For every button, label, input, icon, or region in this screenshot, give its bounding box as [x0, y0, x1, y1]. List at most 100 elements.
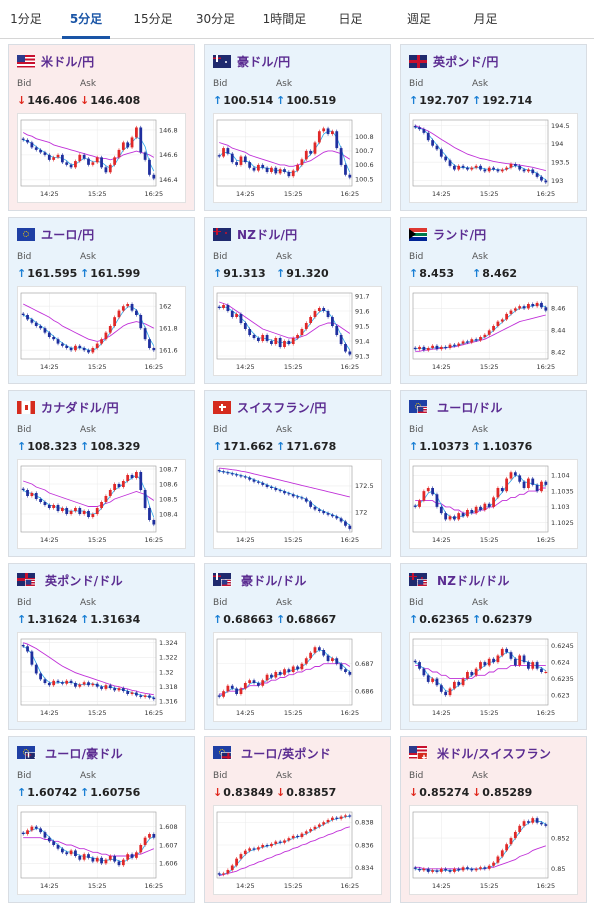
candle-body [52, 505, 56, 508]
pair-name[interactable]: ユーロ/ドル [437, 400, 503, 415]
candle-body [278, 672, 282, 675]
candle-body [274, 488, 278, 491]
pair-name[interactable]: 米ドル/円 [41, 54, 95, 69]
candle-body [439, 868, 443, 872]
tab-2[interactable]: 15分足 [133, 12, 173, 26]
nz-flag-icon [213, 227, 231, 241]
tab-6[interactable]: 週足 [406, 12, 431, 26]
candle-body [544, 672, 548, 673]
pair-name[interactable]: 米ドル/スイスフラン [437, 746, 552, 761]
pair-name[interactable]: NZドル/円 [237, 227, 298, 242]
candlestick-chart[interactable]: 100.8 100.7 100.6 100.5 14:25 15:25 16:25 [213, 113, 382, 203]
candle-body [265, 484, 269, 487]
au-us-flag-icon [213, 572, 235, 588]
candlestick-chart[interactable]: 91.7 91.6 91.5 91.4 91.3 14:25 15:25 16:25 [213, 286, 382, 376]
bid-price: ↑1.31624 [17, 613, 77, 626]
tab-0[interactable]: 1分足 [10, 12, 42, 26]
ask-label: Ask [472, 252, 489, 262]
pair-name[interactable]: ユーロ/英ポンド [241, 746, 331, 761]
candle-body [43, 832, 47, 838]
rate-card[interactable]: 豪ドル/円 Bid Ask ↑100.514 ↑100.519 100.8 100.7 100… [204, 44, 391, 211]
pair-name[interactable]: スイスフラン/円 [237, 400, 327, 415]
candle-body [431, 488, 434, 495]
candlestick-chart[interactable]: 0.838 0.836 0.834 14:25 15:25 16:25 [213, 805, 382, 895]
rate-card[interactable]: 豪ドル/ドル Bid Ask ↑0.68663 ↑0.68667 0.687 0.686 14… [204, 563, 391, 730]
rate-card[interactable]: ユーロ/ドル Bid Ask ↑1.10373 ↑1.10376 1.104 1.1035 1… [400, 390, 587, 557]
tab-1[interactable]: 5分足 [52, 0, 120, 39]
candlestick-chart[interactable]: 0.6245 0.624 0.6235 0.623 14:25 15:25 16:25 [409, 632, 578, 722]
pair-name[interactable]: 英ポンド/ドル [45, 573, 123, 588]
candle-body [500, 648, 504, 656]
rate-card[interactable]: 英ポンド/円 Bid Ask ↑192.707 ↑192.714 194.5 194 193.… [400, 44, 587, 211]
candle-body [113, 856, 117, 862]
pair-name[interactable]: カナダドル/円 [41, 400, 119, 415]
rate-card[interactable]: ユーロ/豪ドル Bid Ask ↑1.60742 ↑1.60756 1.608 1.607 1… [8, 736, 195, 903]
rate-card[interactable]: スイスフラン/円 Bid Ask ↑171.662 ↑171.678 172.5 172 14… [204, 390, 391, 557]
pair-name[interactable]: NZドル/ドル [437, 573, 510, 588]
candle-body [222, 305, 225, 308]
bid-price: ↓146.406 [17, 94, 77, 107]
candlestick-chart[interactable]: 1.608 1.607 1.606 14:25 15:25 16:25 [17, 805, 186, 895]
rate-card[interactable]: カナダドル/円 Bid Ask ↑108.323 ↑108.329 108.7 108.6 1… [8, 390, 195, 557]
candle-body [278, 338, 282, 347]
tab-5[interactable]: 日足 [338, 12, 363, 26]
arrow-up-icon: ↑ [409, 440, 419, 453]
candle-body [470, 167, 474, 170]
candlestick-chart[interactable]: 108.7 108.6 108.5 108.4 14:25 15:25 16:25 [17, 459, 186, 549]
ask-value: 0.62379 [482, 613, 533, 626]
candlestick-chart[interactable]: 8.46 8.44 8.42 14:25 15:25 16:25 [409, 286, 578, 376]
chart-svg: 1.104 1.1035 1.103 1.1025 14:25 15:25 16:25 [412, 465, 574, 544]
rate-card[interactable]: 米ドル/円 Bid Ask ↓146.406 ↓146.408 146.8 146.6 146… [8, 44, 195, 211]
candle-body [413, 505, 417, 507]
gb-us-flag-icon [17, 572, 39, 588]
x-tick-label: 14:25 [432, 536, 451, 544]
tab-7[interactable]: 月足 [473, 12, 498, 26]
rate-card[interactable]: NZドル/ドル Bid Ask ↑0.62365 ↑0.62379 0.6245 0.624… [400, 563, 587, 730]
candle-body [52, 680, 56, 686]
tab-4[interactable]: 1時間足 [262, 12, 307, 26]
ask-value: 108.329 [90, 440, 141, 453]
rate-card[interactable]: ユーロ/英ポンド Bid Ask ↓0.83849 ↓0.83857 0.838 0.836… [204, 736, 391, 903]
candle-body [261, 164, 265, 168]
candle-body [339, 335, 343, 344]
candle-body [296, 496, 299, 498]
candlestick-chart[interactable]: 0.852 0.85 14:25 15:25 16:25 [409, 805, 578, 895]
candle-body [248, 848, 252, 851]
candlestick-chart[interactable]: 1.324 1.322 1.32 1.318 1.316 14:25 15:25 16:25 [17, 632, 186, 722]
candle-body [452, 681, 456, 689]
rate-card[interactable]: NZドル/円 Bid Ask ↑91.313 ↑91.320 91.7 91.6 91.5 91… [204, 217, 391, 384]
candlestick-chart[interactable]: 0.687 0.686 14:25 15:25 16:25 [213, 632, 382, 722]
pair-name[interactable]: ユーロ/円 [41, 227, 95, 242]
candle-body [139, 845, 143, 853]
pair-name[interactable]: 豪ドル/ドル [241, 573, 307, 588]
candle-body [296, 835, 299, 838]
candlestick-chart[interactable]: 146.8 146.6 146.4 14:25 15:25 16:25 [17, 113, 186, 203]
candle-body [344, 815, 347, 817]
candle-body [256, 847, 260, 850]
rate-card[interactable]: 英ポンド/ドル Bid Ask ↑1.31624 ↑1.31634 1.324 1.322 1… [8, 563, 195, 730]
candlestick-chart[interactable]: 172.5 172 14:25 15:25 16:25 [213, 459, 382, 549]
plot-frame [216, 811, 353, 879]
candlestick-chart[interactable]: 1.104 1.1035 1.103 1.1025 14:25 15:25 16:25 [409, 459, 578, 549]
candle-body [283, 169, 286, 172]
candle-body [457, 868, 461, 871]
pair-name[interactable]: 英ポンド/円 [433, 54, 499, 69]
candle-body [230, 685, 234, 689]
rate-card[interactable]: ユーロ/円 Bid Ask ↑161.595 ↑161.599 162 161.8 161.6… [8, 217, 195, 384]
x-tick-label: 14:25 [40, 190, 59, 198]
bid-value: 0.62365 [419, 613, 470, 626]
candlestick-chart[interactable]: 194.5 194 193.5 193 14:25 15:25 16:25 [409, 113, 578, 203]
candle-body [339, 518, 343, 522]
bid-value: 1.60742 [27, 786, 78, 799]
tab-3[interactable]: 30分足 [195, 12, 236, 26]
candlestick-chart[interactable]: 162 161.8 161.6 14:25 15:25 16:25 [17, 286, 186, 376]
ask-price: ↑171.678 [276, 440, 336, 453]
rate-card[interactable]: ランド/円 Bid Ask ↑8.453 ↑8.462 8.46 8.44 8.42 14:25… [400, 217, 587, 384]
candle-body [270, 486, 273, 488]
pair-name[interactable]: ランド/円 [433, 227, 487, 242]
long-ma-line [23, 480, 155, 507]
pair-name[interactable]: 豪ドル/円 [237, 54, 291, 69]
rate-card[interactable]: 米ドル/スイスフラン Bid Ask ↓0.85274 ↓0.85289 0.852 0.8… [400, 736, 587, 903]
candle-body [274, 841, 278, 844]
pair-name[interactable]: ユーロ/豪ドル [45, 746, 123, 761]
